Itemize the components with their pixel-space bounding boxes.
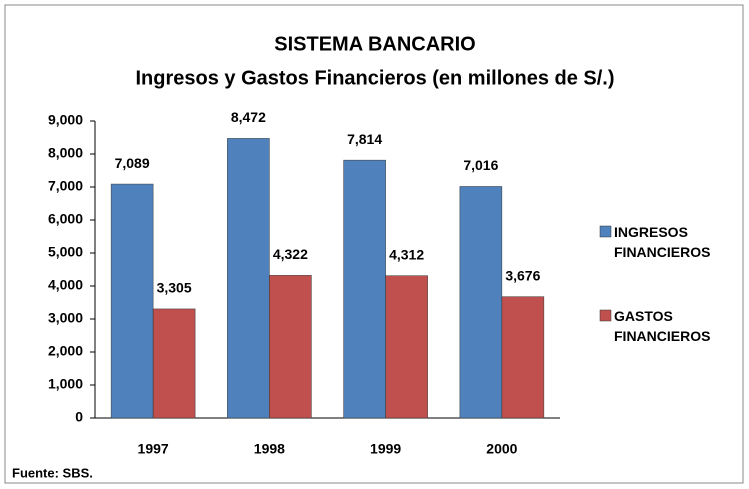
legend-swatch (599, 225, 612, 238)
y-tick-label: 1,000 (48, 376, 83, 392)
legend-label: INGRESOS FINANCIEROS (614, 224, 711, 260)
y-tick-label: 7,000 (48, 178, 83, 194)
data-label: 4,312 (389, 246, 424, 262)
y-tick-label: 6,000 (48, 211, 83, 227)
legend-swatch (599, 309, 612, 322)
data-label: 3,676 (505, 267, 540, 283)
y-tick-label: 8,000 (48, 145, 83, 161)
bar (343, 159, 386, 419)
x-tick-label: 2000 (486, 441, 517, 457)
data-label: 3,305 (157, 280, 192, 296)
y-tick-label: 3,000 (48, 310, 83, 326)
legend-text: GASTOS FINANCIEROS (614, 308, 711, 344)
bar (152, 308, 196, 419)
y-tick-label: 2,000 (48, 343, 83, 359)
y-tick-label: 0 (75, 409, 83, 425)
data-label: 7,016 (463, 157, 498, 173)
y-tick-label: 9,000 (48, 112, 83, 128)
x-tick-label: 1998 (254, 441, 285, 457)
x-tick-label: 1999 (370, 441, 401, 457)
legend-label: GASTOS FINANCIEROS (614, 308, 711, 344)
bar (227, 138, 270, 419)
data-label: 7,089 (115, 155, 150, 171)
data-label: 7,814 (347, 131, 382, 147)
y-tick-label: 5,000 (48, 244, 83, 260)
bar (110, 183, 154, 419)
legend-text: INGRESOS FINANCIEROS (614, 224, 711, 260)
bar (269, 275, 312, 419)
chart-title: SISTEMA BANCARIO (274, 33, 475, 55)
chart-subtitle: Ingresos y Gastos Financieros (en millon… (135, 67, 614, 89)
x-tick-label: 1997 (138, 441, 169, 457)
bar (385, 275, 428, 419)
bar (501, 296, 545, 419)
data-label: 4,322 (273, 246, 308, 262)
y-tick-label: 4,000 (48, 277, 83, 293)
data-label: 8,472 (231, 109, 266, 125)
bar (459, 186, 503, 419)
source-note: Fuente: SBS. (12, 465, 93, 480)
